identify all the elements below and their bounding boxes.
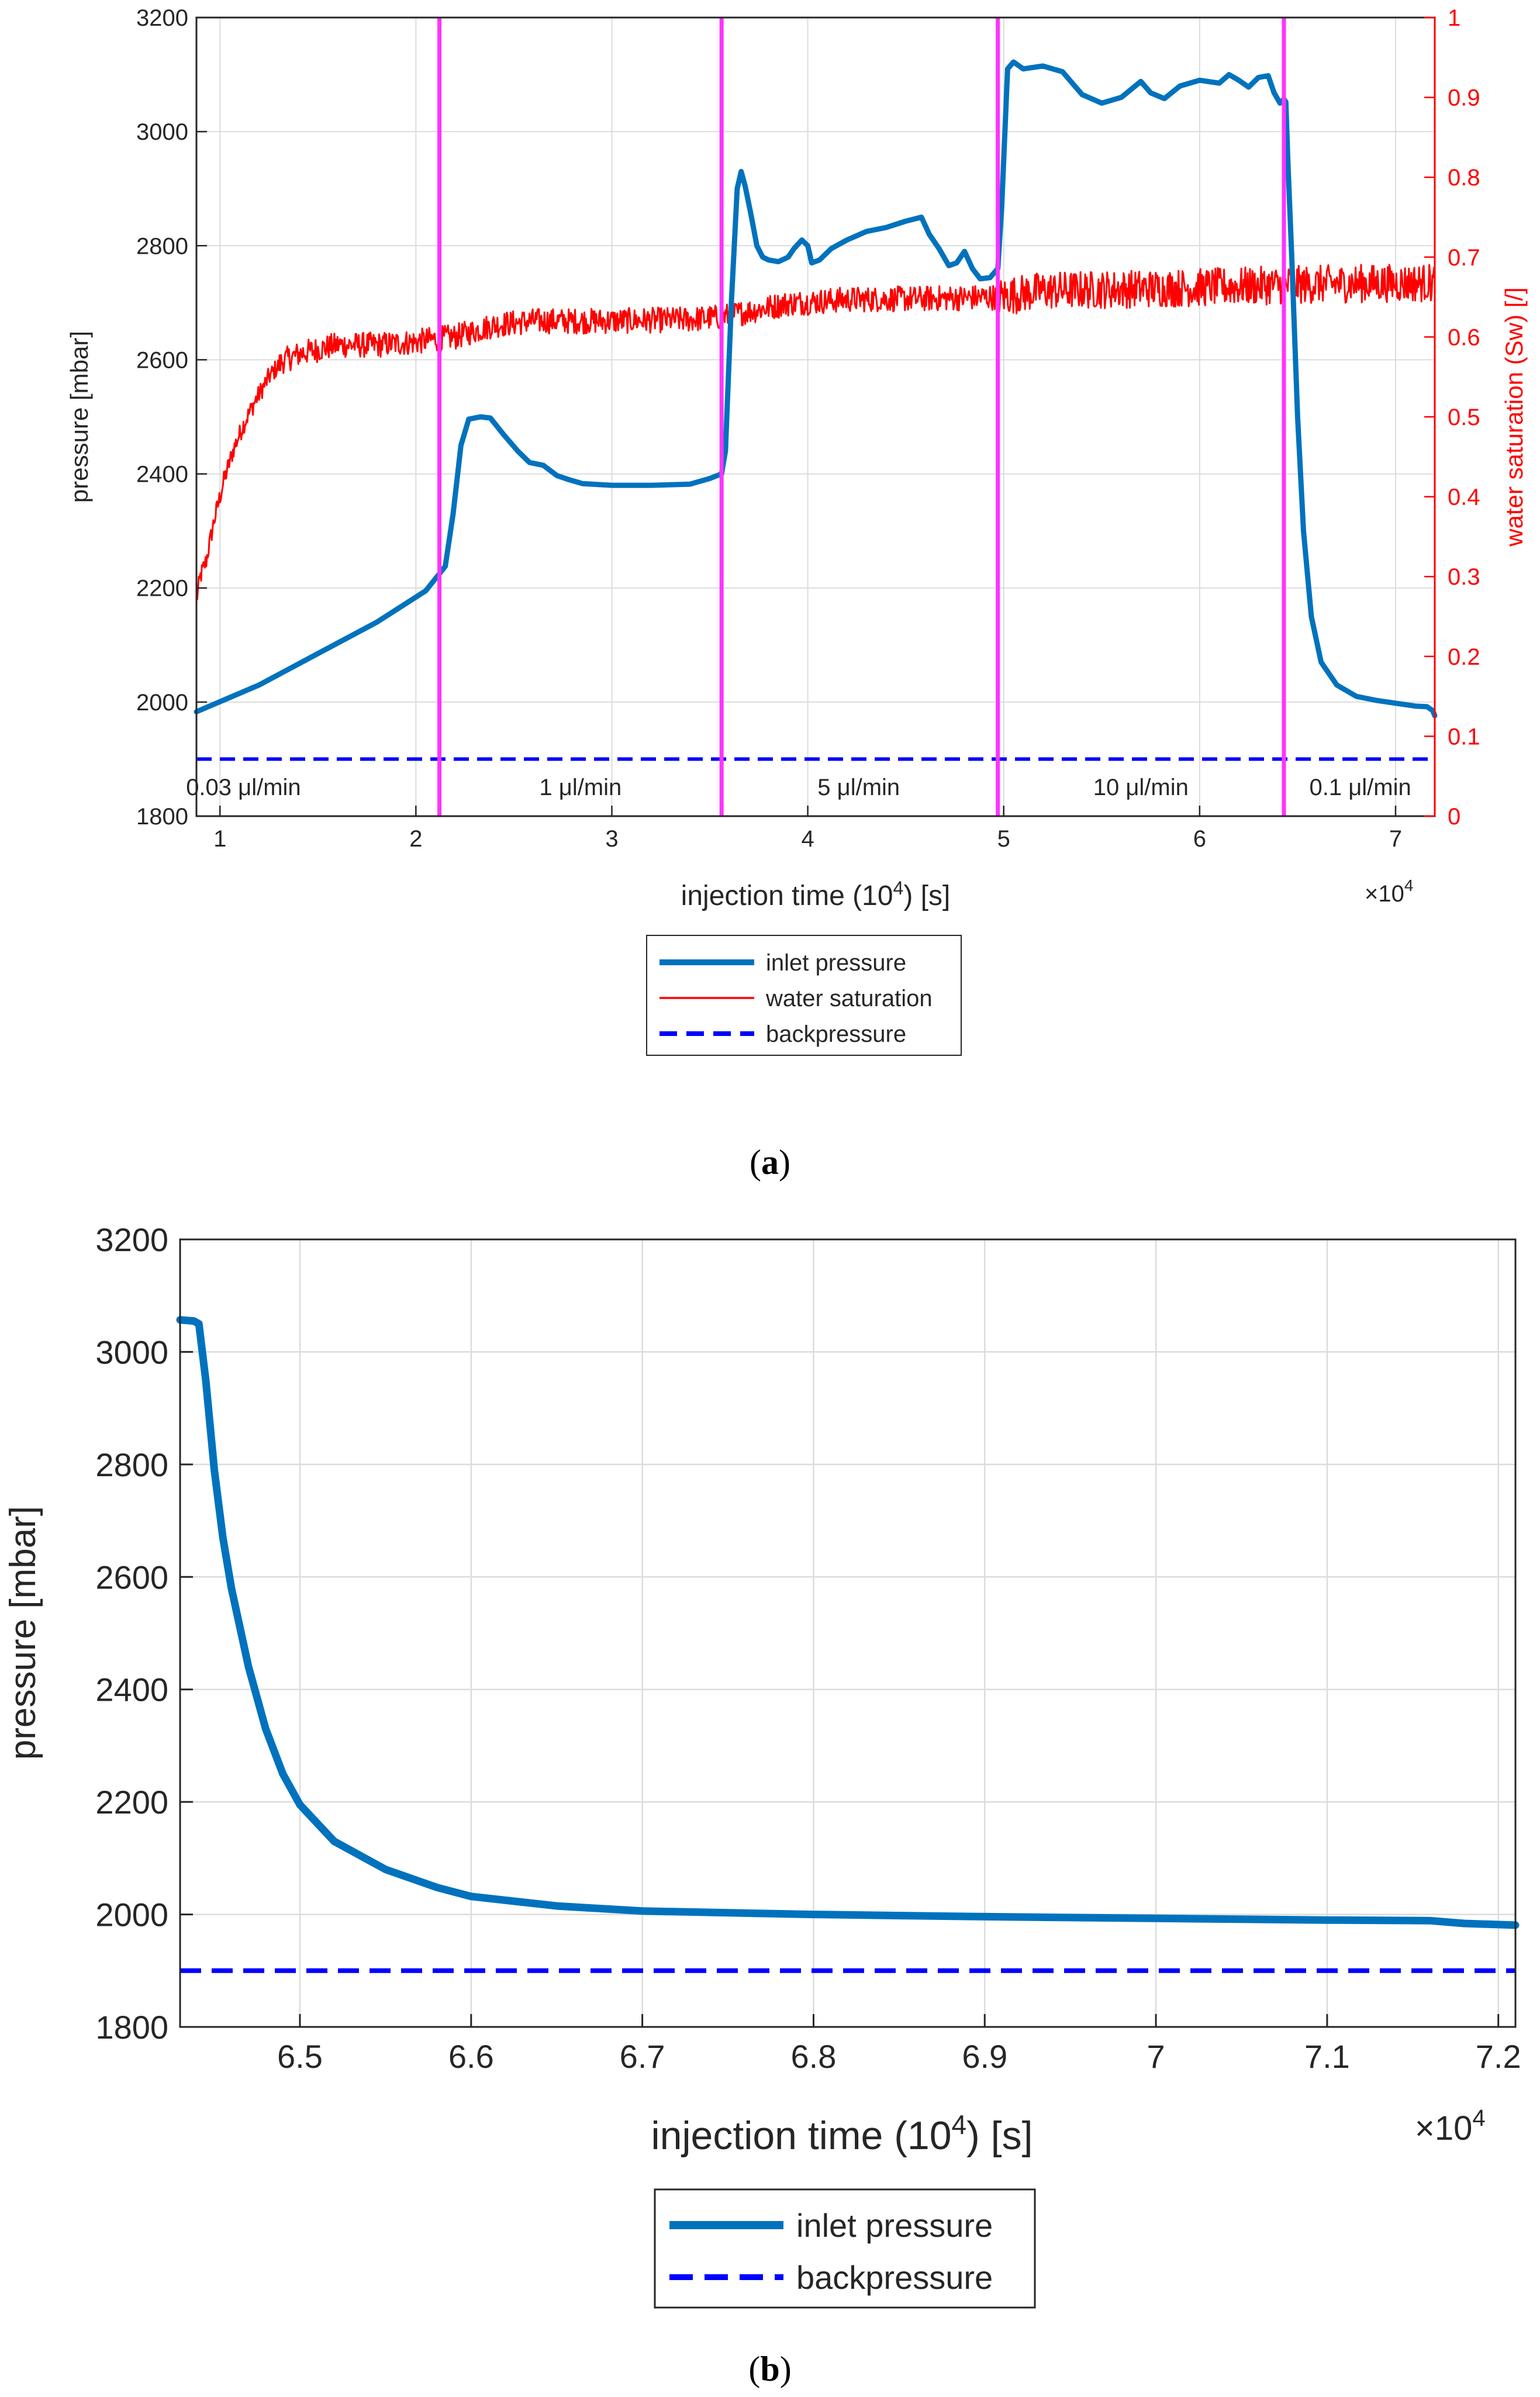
panel-a-x-tick-label: 5: [997, 826, 1010, 852]
panel-a-y-tick-label: 2600: [136, 347, 188, 373]
panel-a-x-axis-title-main: injection time (10: [681, 880, 893, 911]
panel-a-y2-tick-label: 0.4: [1448, 485, 1480, 510]
panel-b-caption: (b): [748, 2350, 791, 2388]
panel-b-grid: [180, 1238, 1515, 2028]
panel-a-y2-tick-label: 0.7: [1448, 245, 1480, 271]
panel-a-y-tick-label: 3000: [136, 119, 188, 145]
panel-a-x-tick-label: 1: [213, 826, 226, 852]
panel-a-y-tick-label: 1800: [136, 804, 188, 830]
panel-a-y2-tick-label: 0.9: [1448, 85, 1480, 111]
panel-b-x-tick-label: 6.7: [620, 2038, 665, 2075]
panel-b-tick-labels: 6.5 6.6 6.7 6.8 6.9 7 7.1 7.2 1800 2000 2200 2400 26…: [95, 1221, 1521, 2075]
panel-a-x-axis-title-exponent: 4: [893, 878, 904, 899]
panel-a-y-tick-label: 2800: [136, 233, 188, 259]
panel-a-y2-tick-label: 0.5: [1448, 405, 1480, 430]
panel-a-y-axis-title: pressure [mbar]: [65, 331, 93, 503]
panel-a-x-multiplier-base: ×10: [1365, 881, 1404, 907]
panel-a-y2-tick-label: 0.8: [1448, 165, 1480, 191]
legend-b-back-label: backpressure: [796, 2259, 993, 2296]
panel-b-x-tick-label: 6.6: [448, 2038, 494, 2075]
panel-a-x-tick-label: 4: [801, 826, 814, 852]
panel-b-x-axis-title-unit: ) [s]: [966, 2113, 1033, 2158]
panel-a-x-tick-label: 6: [1193, 826, 1206, 852]
panel-b-y-axis-title: pressure [mbar]: [3, 1506, 43, 1760]
panel-a-x-multiplier-exp: 4: [1404, 876, 1414, 894]
panel-b-y-tick-label: 2800: [95, 1446, 168, 1483]
panel-b-x-tick-label: 7.2: [1476, 2038, 1521, 2075]
panel-b-y-tick-label: 2600: [95, 1559, 168, 1595]
panel-a-flow-rate-label: 0.1 μl/min: [1310, 775, 1411, 800]
panel-a-grid: [196, 17, 1435, 817]
panel-b-y-tick-label: 1800: [95, 2009, 168, 2046]
panel-b-y-tick-label: 3200: [95, 1221, 168, 1258]
panel-a-tick-labels: 1 2 3 4 5 6 7 1800 2000 2200 2400 2600 2800 3000 3200 0…: [136, 5, 1480, 852]
panel-b-x-multiplier-exp: 4: [1472, 2105, 1485, 2131]
panel-a-y2-tick-label: 0.6: [1448, 324, 1480, 350]
panel-a-x-tick-label: 3: [605, 826, 618, 852]
legend-b-inlet-label: inlet pressure: [796, 2207, 993, 2244]
panel-a-flow-rate-label: 5 μl/min: [817, 775, 900, 800]
legend-a-water-label: water saturation: [765, 986, 933, 1011]
legend-a-back-label: backpressure: [766, 1021, 906, 1047]
panel-a-x-multiplier: ×104: [1365, 876, 1413, 907]
panel-b-y-tick-label: 3000: [95, 1334, 168, 1370]
legend-a-inlet-label: inlet pressure: [766, 950, 906, 976]
panel-a-y-tick-label: 3200: [136, 5, 188, 31]
panel-b-x-tick-label: 6.9: [962, 2038, 1007, 2075]
panel-a-y-tick-label: 2000: [136, 690, 188, 716]
panel-b-caption-letter: b: [760, 2350, 779, 2388]
panel-a-y2-axis-title: water saturation (Sw) [/]: [1500, 287, 1528, 547]
panel-a-caption: (a): [750, 1143, 790, 1182]
panel-a-flow-rate-label: 0.03 μl/min: [186, 775, 301, 800]
panel-a-axes-box: [195, 16, 1436, 817]
panel-a-rate-markers: [437, 18, 1286, 816]
panel-b-x-tick-label: 6.8: [791, 2038, 837, 2075]
panel-b-legend-box: [654, 2188, 1036, 2309]
panel-a-flow-rate-label: 1 μl/min: [539, 775, 621, 800]
panel-b-x-tick-label: 6.5: [277, 2038, 323, 2075]
panel-a-flow-rate-label: 10 μl/min: [1093, 775, 1189, 800]
panel-a-flow-rate-labels: 0.03 μl/min 1 μl/min 5 μl/min 10 μl/min 0.1 …: [186, 775, 1411, 800]
panel-b-x-tick-label: 7: [1147, 2038, 1165, 2075]
series-a-water-saturation-line: [195, 264, 1436, 600]
panel-b-x-axis-title: injection time (104) [s]: [651, 2109, 1033, 2158]
panel-b-axes-box: [179, 1238, 1517, 2028]
panel-a-chart: 1 2 3 4 5 6 7 1800 2000 2200 2400 2600 2800 3000 3200 0…: [65, 5, 1528, 1182]
panel-b-x-multiplier: ×104: [1415, 2105, 1486, 2147]
panel-b-y-tick-label: 2200: [95, 1784, 168, 1821]
panel-a-y2-tick-label: 0: [1448, 804, 1460, 830]
panel-a-x-axis-title: injection time (104) [s]: [681, 878, 951, 911]
panel-b-series: [176, 1316, 1520, 1973]
panel-a-y2-tick-label: 0.3: [1448, 564, 1480, 590]
panel-a-x-tick-label: 2: [409, 826, 422, 852]
panel-b-x-tick-label: 7.1: [1304, 2038, 1350, 2075]
panel-a-caption-letter: a: [761, 1143, 779, 1182]
panel-a-x-axis-title-unit: ) [s]: [903, 880, 950, 911]
panel-b-y-tick-label: 2400: [95, 1671, 168, 1708]
panel-a-y-tick-label: 2200: [136, 576, 188, 602]
panel-b-legend: inlet pressure backpressure: [654, 2188, 1036, 2309]
panel-a-legend: inlet pressure water saturation backpres…: [646, 935, 962, 1056]
panel-b-x-multiplier-base: ×10: [1415, 2109, 1472, 2147]
panel-a-y2-tick-label: 1: [1448, 5, 1460, 31]
series-b-inlet-pressure-line: [176, 1316, 1520, 1929]
panel-a-y-tick-label: 2400: [136, 462, 188, 488]
panel-a-series: [194, 59, 1438, 761]
panel-a-y2-tick-label: 0.1: [1448, 724, 1480, 750]
panel-b-x-axis-title-main: injection time (10: [651, 2113, 952, 2158]
panel-b-chart: 6.5 6.6 6.7 6.8 6.9 7 7.1 7.2 1800 2000 2200 2400 26…: [3, 1221, 1521, 2388]
panel-b-x-axis-title-exponent: 4: [952, 2109, 967, 2140]
panel-b-y-tick-label: 2000: [95, 1897, 168, 1933]
panel-a-y2-tick-label: 0.2: [1448, 644, 1480, 670]
panel-a-x-tick-label: 7: [1389, 826, 1402, 852]
series-a-inlet-pressure-line: [194, 59, 1438, 719]
